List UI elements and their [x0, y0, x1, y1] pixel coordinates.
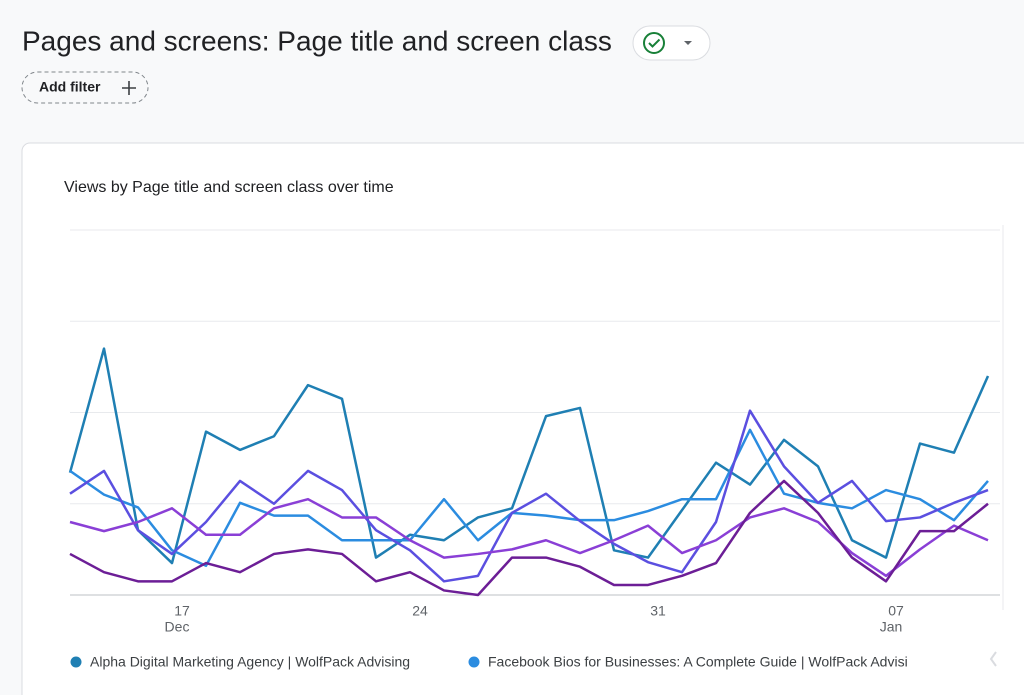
x-tick-sublabel: Dec — [165, 619, 190, 635]
legend-dot — [70, 656, 82, 668]
x-tick-label: 07 — [888, 603, 904, 619]
x-tick-label: 17 — [174, 603, 190, 619]
check-icon — [643, 32, 665, 54]
add-filter-button[interactable] — [21, 71, 149, 104]
chart-card — [21, 142, 1024, 695]
legend-dot — [468, 656, 480, 668]
add-filter-label: Add filter — [39, 79, 101, 95]
series-line — [69, 479, 989, 597]
chart-title: Views by Page title and screen class ove… — [64, 179, 394, 196]
legend-label: Facebook Bios for Businesses: A Complete… — [488, 654, 908, 670]
check-mark — [648, 38, 661, 48]
x-tick-sublabel: Jan — [880, 619, 903, 635]
plus-icon — [122, 81, 136, 95]
series-line — [69, 409, 989, 583]
x-tick-label: 31 — [650, 603, 666, 619]
series-line — [68, 347, 990, 565]
page-title: Pages and screens: Page title and screen… — [22, 25, 612, 56]
dropdown-caret — [684, 41, 692, 45]
legend-prev[interactable] — [989, 651, 997, 667]
series-line — [69, 497, 989, 578]
legend-fade — [930, 650, 972, 676]
legend-label: Alpha Digital Marketing Agency | WolfPac… — [90, 654, 410, 670]
x-tick-label: 24 — [412, 603, 428, 619]
status-pill[interactable] — [632, 25, 711, 61]
